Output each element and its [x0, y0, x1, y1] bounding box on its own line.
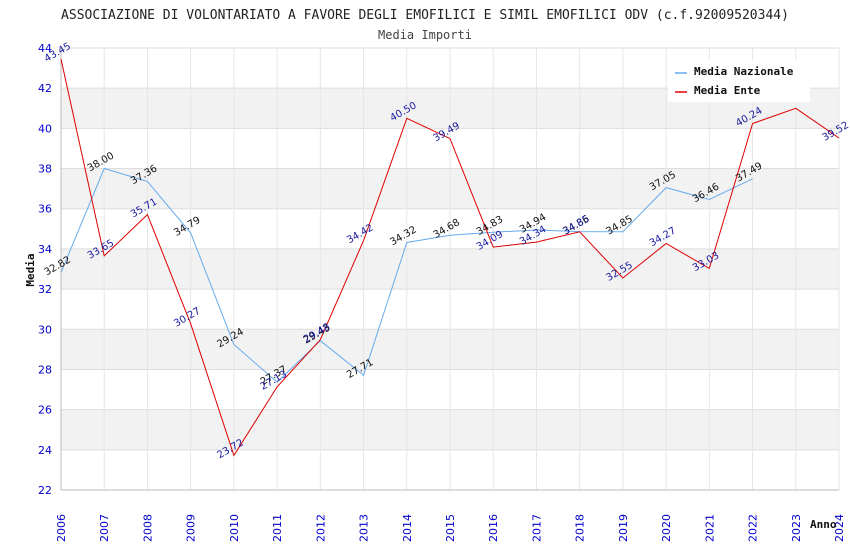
y-tick-label: 30 — [38, 323, 52, 336]
data-label-nazionale: 34.85 — [604, 214, 634, 238]
data-label-ente: 34.85 — [561, 214, 591, 238]
y-tick-label: 28 — [38, 363, 52, 376]
y-tick-label: 44 — [38, 42, 52, 55]
y-tick-label: 42 — [38, 82, 52, 95]
x-axis-label: Anno — [810, 518, 837, 531]
legend-box — [668, 60, 810, 102]
y-tick-labels: 22 24 26 28 30 32 34 36 38 40 42 44 — [38, 42, 52, 497]
x-tick-labels: 2006 2007 2008 2009 2010 2011 2012 2013 2014 2015… — [55, 514, 846, 542]
y-tick-label: 38 — [38, 163, 52, 176]
chart-title: ASSOCIAZIONE DI VOLONTARIATO A FAVORE DE… — [61, 8, 789, 23]
x-tick-label: 2012 — [314, 514, 327, 542]
data-label-ente: 34.42 — [345, 222, 375, 246]
axes — [60, 48, 839, 491]
x-tick-label: 2024 — [833, 514, 846, 542]
series-lines — [60, 58, 840, 457]
x-tick-label: 2008 — [141, 514, 154, 542]
legend: Media Nazionale Media Ente — [668, 60, 810, 102]
x-tick-label: 2014 — [401, 514, 414, 542]
chart-subtitle: Media Importi — [378, 28, 472, 42]
x-tick-label: 2015 — [444, 514, 457, 542]
x-tick-label: 2016 — [487, 514, 500, 542]
gridlines — [60, 47, 840, 491]
series-line-nazionale — [60, 167, 753, 383]
series-line-ente — [60, 58, 840, 457]
data-label-ente: 30.27 — [172, 306, 202, 330]
x-tick-label: 2006 — [55, 514, 68, 542]
x-tick-label: 2017 — [530, 514, 543, 542]
y-tick-label: 24 — [38, 444, 52, 457]
y-tick-label: 26 — [38, 404, 52, 417]
x-tick-label: 2013 — [358, 514, 371, 542]
x-tick-label: 2009 — [185, 514, 198, 542]
y-tick-label: 34 — [38, 243, 52, 256]
x-tick-label: 2019 — [617, 514, 630, 542]
x-tick-label: 2020 — [660, 514, 673, 542]
x-tick-label: 2010 — [228, 514, 241, 542]
legend-label-ente: Media Ente — [694, 84, 761, 97]
y-tick-label: 22 — [38, 484, 52, 497]
x-tick-label: 2023 — [790, 514, 803, 542]
legend-label-nazionale: Media Nazionale — [694, 65, 794, 78]
x-tick-label: 2018 — [574, 514, 587, 542]
data-label-nazionale: 34.68 — [432, 217, 462, 241]
x-tick-label: 2007 — [98, 514, 111, 542]
x-tick-label: 2011 — [271, 514, 284, 542]
x-tick-label: 2021 — [703, 514, 716, 542]
x-tick-label: 2022 — [747, 514, 760, 542]
y-axis-label: Media — [24, 253, 37, 286]
data-label-nazionale: 34.32 — [388, 224, 418, 248]
data-label-nazionale: 34.79 — [172, 215, 202, 239]
y-tick-label: 32 — [38, 283, 52, 296]
y-tick-label: 36 — [38, 203, 52, 216]
y-tick-label: 40 — [38, 122, 52, 135]
